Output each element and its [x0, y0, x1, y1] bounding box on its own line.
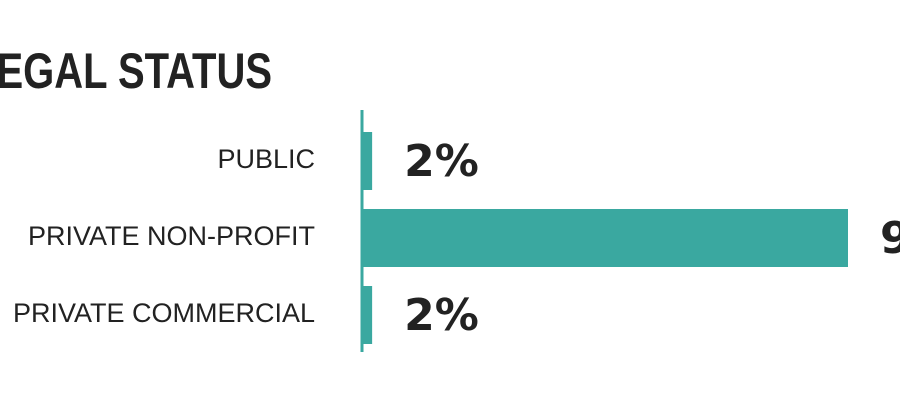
- category-label: PRIVATE NON-PROFIT: [28, 221, 315, 251]
- bar: [362, 286, 373, 344]
- bar: [362, 209, 848, 267]
- category-label: PRIVATE COMMERCIAL: [13, 298, 315, 328]
- chart-title: LEGAL STATUS: [0, 43, 272, 99]
- category-label: PUBLIC: [217, 144, 315, 174]
- value-label: 2%: [404, 136, 479, 187]
- value-label: 96%: [880, 213, 900, 264]
- value-label: 2%: [404, 290, 479, 341]
- bar: [362, 132, 373, 190]
